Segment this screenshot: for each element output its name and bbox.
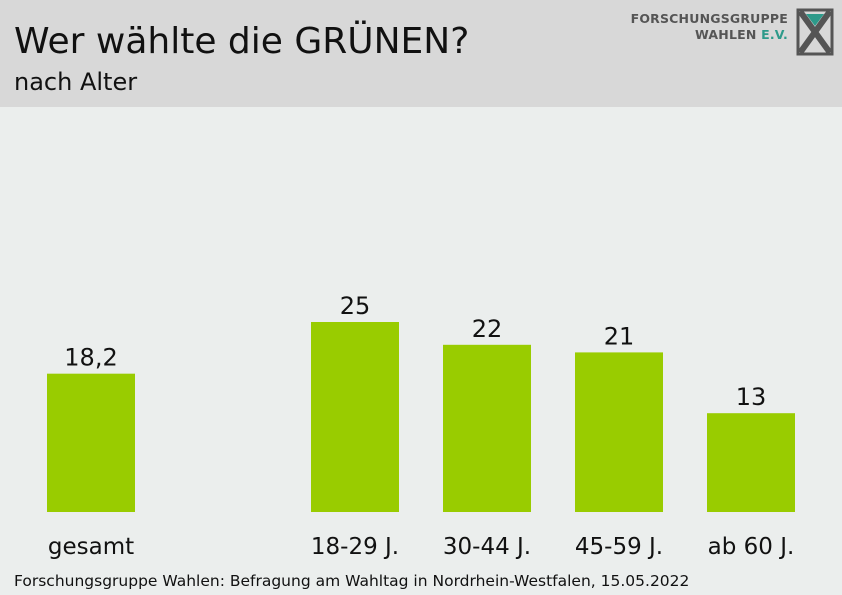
- bar-0: [47, 373, 135, 512]
- logo-text-ev: E.V.: [761, 27, 788, 42]
- value-label-0: 18,2: [64, 344, 117, 372]
- logo-text-line1: FORSCHUNGSGRUPPE: [630, 11, 788, 26]
- logo-text-line2: WAHLEN E.V.: [695, 27, 788, 42]
- category-label-2: 30-44 J.: [443, 534, 531, 560]
- category-label-0: gesamt: [48, 534, 134, 560]
- category-label-4: ab 60 J.: [708, 534, 795, 560]
- x-box-logo-icon: [796, 8, 834, 56]
- category-label-3: 45-59 J.: [575, 534, 663, 560]
- chart-header: Wer wählte die GRÜNEN? nach Alter FORSCH…: [0, 0, 842, 107]
- bar-3: [575, 352, 663, 512]
- bar-2: [443, 344, 531, 512]
- chart-subtitle: nach Alter: [14, 68, 138, 96]
- bar-1: [311, 322, 399, 512]
- value-label-2: 22: [472, 315, 503, 343]
- logo-text-wahlen: WAHLEN: [695, 27, 757, 42]
- source-footer: Forschungsgruppe Wahlen: Befragung am Wa…: [14, 572, 690, 590]
- value-label-4: 13: [736, 383, 767, 411]
- bar-chart: 18,2 gesamt 25 18-29 J. 22 30-44 J. 21 45-59 J.…: [47, 292, 795, 560]
- value-label-3: 21: [604, 322, 635, 350]
- chart-title: Wer wählte die GRÜNEN?: [14, 21, 470, 62]
- category-label-1: 18-29 J.: [311, 534, 399, 560]
- value-label-1: 25: [340, 292, 371, 320]
- bar-4: [707, 413, 795, 512]
- forschungsgruppe-logo: FORSCHUNGSGRUPPE WAHLEN E.V.: [631, 8, 836, 58]
